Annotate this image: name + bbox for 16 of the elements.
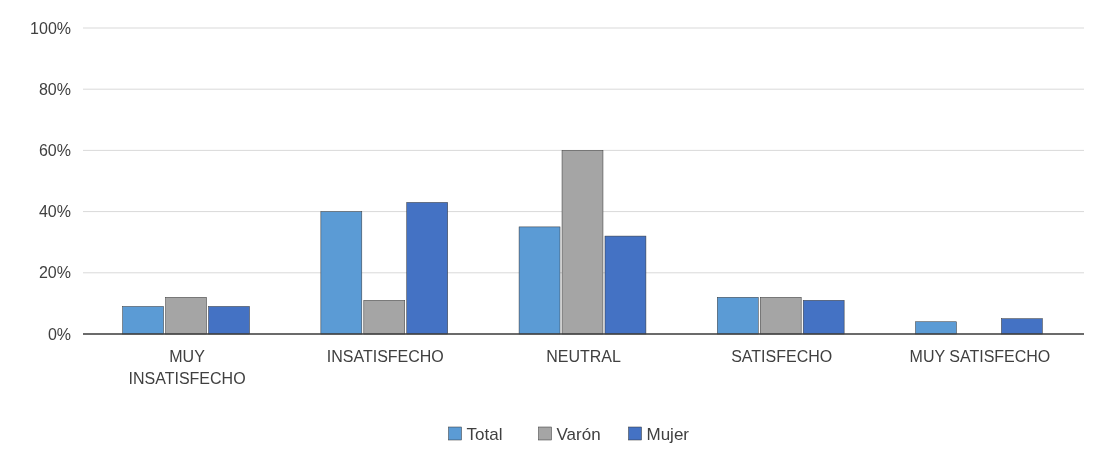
y-tick-label: 40% (38, 203, 71, 221)
legend-label: Total (466, 424, 503, 444)
y-tick-label: 80% (38, 80, 71, 98)
x-tick-label: MUY SATISFECHO (909, 348, 1051, 365)
y-tick-label: 20% (38, 264, 71, 282)
legend-label: Mujer (646, 424, 690, 444)
y-tick-label: 100% (30, 19, 71, 37)
bar (1001, 318, 1043, 335)
x-tick-label: MUY INSATISFECHO (128, 348, 246, 387)
x-tick-label: SATISFECHO (731, 348, 833, 365)
x-tick-label: NEUTRAL (546, 348, 621, 365)
y-tick-label: 0% (47, 325, 71, 343)
legend-label: Varón (556, 424, 601, 444)
y-tick-label: 60% (38, 142, 71, 159)
x-tick-label: INSATISFECHO (326, 348, 444, 365)
bar (915, 321, 957, 335)
